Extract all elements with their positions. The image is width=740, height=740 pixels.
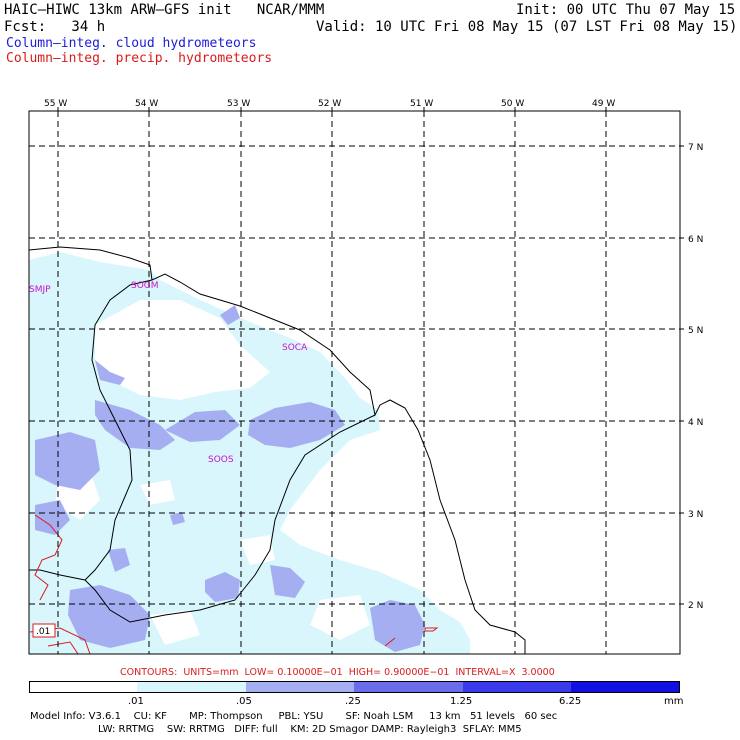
contour-label: .01 — [36, 627, 50, 637]
contour-label-box — [32, 623, 56, 638]
colorbar-frame — [29, 681, 680, 693]
lat-label: 4 N — [688, 418, 703, 428]
lat-label: 6 N — [688, 235, 703, 245]
colorbar-level: .25 — [345, 696, 361, 707]
lat-label: 5 N — [688, 326, 703, 336]
station-sogm: SOGM — [131, 281, 159, 291]
colorbar-units: mm — [664, 696, 684, 707]
model-info-line1: Model Info: V3.6.1 CU: KF MP: Thompson P… — [30, 711, 558, 722]
map-frame — [28, 110, 681, 655]
lon-ticks — [57, 107, 607, 111]
coastlines-borders — [29, 246, 526, 654]
cloud-field-medium — [35, 305, 425, 652]
lon-label: 55 W — [44, 99, 67, 109]
cloud-legend: Column–integ. cloud hydrometeors — [6, 36, 257, 51]
colorbar-segment-5 — [571, 681, 679, 693]
model-info-line2: LW: RRTMG SW: RRTMG DIFF: full KM: 2D Sm… — [98, 724, 522, 735]
lat-label: 3 N — [688, 510, 703, 520]
colorbar-level: .05 — [236, 696, 252, 707]
station-smjp: SMJP — [29, 285, 51, 295]
model-title: HAIC–HIWC 13km ARW–GFS init NCAR/MMM — [4, 2, 325, 18]
contours-info: CONTOURS: UNITS=mm LOW= 0.10000E−01 HIGH… — [120, 667, 555, 678]
colorbar-level: 6.25 — [559, 696, 582, 707]
init-time: Init: 00 UTC Thu 07 May 15 — [516, 2, 736, 18]
lon-label: 51 W — [410, 99, 433, 109]
forecast-hour: Fcst: 34 h — [4, 19, 106, 35]
lon-label: 54 W — [135, 99, 158, 109]
lat-label: 2 N — [688, 601, 703, 611]
colorbar-level: 1.25 — [450, 696, 473, 707]
cloud-field-light — [29, 290, 80, 360]
valid-time: Valid: 10 UTC Fri 08 May 15 (07 LST Fri … — [316, 19, 738, 35]
colorbar-level: .01 — [128, 696, 144, 707]
lon-label: 50 W — [501, 99, 524, 109]
precip-legend: Column–integ. precip. hydrometeors — [6, 51, 273, 66]
lat-label: 7 N — [688, 143, 703, 153]
lon-label: 52 W — [318, 99, 341, 109]
station-soca: SOCA — [282, 343, 308, 353]
lat-lon-grid — [29, 111, 680, 654]
lon-label: 49 W — [592, 99, 615, 109]
lat-ticks — [680, 145, 684, 605]
lon-label: 53 W — [227, 99, 250, 109]
station-soos: SOOS — [208, 455, 234, 465]
